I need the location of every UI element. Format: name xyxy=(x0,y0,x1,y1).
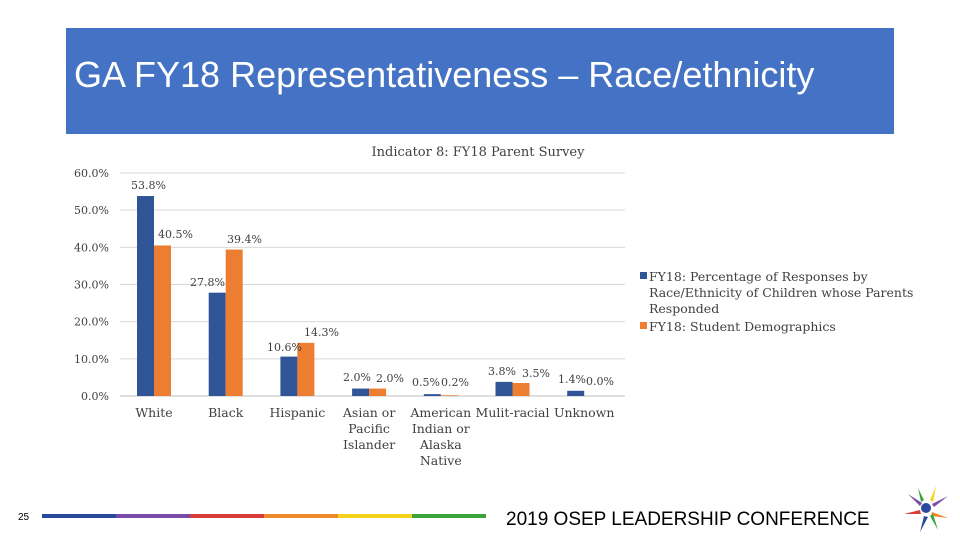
y-tick-label: 40.0% xyxy=(74,241,109,254)
legend-label: Responded xyxy=(649,301,719,316)
footer-stripe-segment xyxy=(116,514,190,518)
data-label: 27.8% xyxy=(190,276,225,289)
bar xyxy=(297,342,315,396)
legend-label: Race/Ethnicity of Children whose Parents xyxy=(649,285,913,300)
x-tick-label: Asian or xyxy=(342,405,395,420)
footer-stripe-segment xyxy=(264,514,338,518)
data-label: 2.0% xyxy=(376,372,404,385)
x-tick-label: White xyxy=(135,405,172,420)
x-tick-label: Alaska xyxy=(419,437,462,452)
legend-swatch xyxy=(640,272,647,279)
data-label: 3.5% xyxy=(522,367,550,380)
x-tick-label: Indian or xyxy=(412,421,470,436)
legend-label: FY18: Percentage of Responses by xyxy=(649,269,869,284)
y-tick-label: 30.0% xyxy=(74,279,109,292)
bar xyxy=(440,395,458,396)
bar xyxy=(423,394,441,396)
bar xyxy=(567,390,585,396)
x-tick-label: Hispanic xyxy=(269,405,325,420)
x-tick-label: American xyxy=(409,405,471,420)
bar xyxy=(137,196,154,396)
bar xyxy=(208,292,226,396)
data-label: 3.8% xyxy=(488,365,516,378)
data-label: 1.4% xyxy=(558,373,586,386)
footer-stripe-segment xyxy=(42,514,116,518)
title-band: GA FY18 Representativeness – Race/ethnic… xyxy=(66,28,894,134)
bar xyxy=(512,382,530,396)
x-tick-label: Islander xyxy=(343,437,395,452)
data-label: 53.8% xyxy=(131,179,166,192)
bar xyxy=(352,388,370,396)
data-label: 0.5% xyxy=(412,376,440,389)
bar xyxy=(154,245,171,396)
data-label: 40.5% xyxy=(158,228,193,241)
y-tick-label: 0.0% xyxy=(81,390,109,403)
slide-title: GA FY18 Representativeness – Race/ethnic… xyxy=(74,54,815,95)
bar xyxy=(280,356,298,396)
y-tick-label: 60.0% xyxy=(74,167,109,180)
x-tick-label: Native xyxy=(420,453,462,468)
y-tick-label: 50.0% xyxy=(74,204,109,217)
chart-title: Indicator 8: FY18 Parent Survey xyxy=(372,145,586,160)
x-tick-label: Black xyxy=(208,405,244,420)
legend-swatch xyxy=(640,322,647,329)
x-tick-label: Unknown xyxy=(554,405,615,420)
hands-logo-icon xyxy=(904,486,948,532)
y-tick-label: 10.0% xyxy=(74,353,109,366)
bar xyxy=(495,381,513,396)
page-number: 25 xyxy=(18,512,30,523)
bar xyxy=(225,249,243,396)
footer-stripe-segment xyxy=(412,514,486,518)
data-label: 10.6% xyxy=(267,341,302,354)
data-label: 14.3% xyxy=(304,326,339,339)
y-tick-label: 20.0% xyxy=(74,316,109,329)
data-label: 39.4% xyxy=(227,233,262,246)
x-tick-label: Mulit-racial xyxy=(476,405,550,420)
footer-stripe-segment xyxy=(338,514,412,518)
footer-stripe-segment xyxy=(190,514,264,518)
data-label: 0.0% xyxy=(586,375,614,388)
legend-label: FY18: Student Demographics xyxy=(649,319,836,334)
data-label: 2.0% xyxy=(343,371,371,384)
footer-conference-name: 2019 OSEP LEADERSHIP CONFERENCE xyxy=(506,509,870,530)
x-tick-label: Pacific xyxy=(348,421,390,436)
bar xyxy=(369,388,387,396)
data-label: 0.2% xyxy=(441,376,469,389)
